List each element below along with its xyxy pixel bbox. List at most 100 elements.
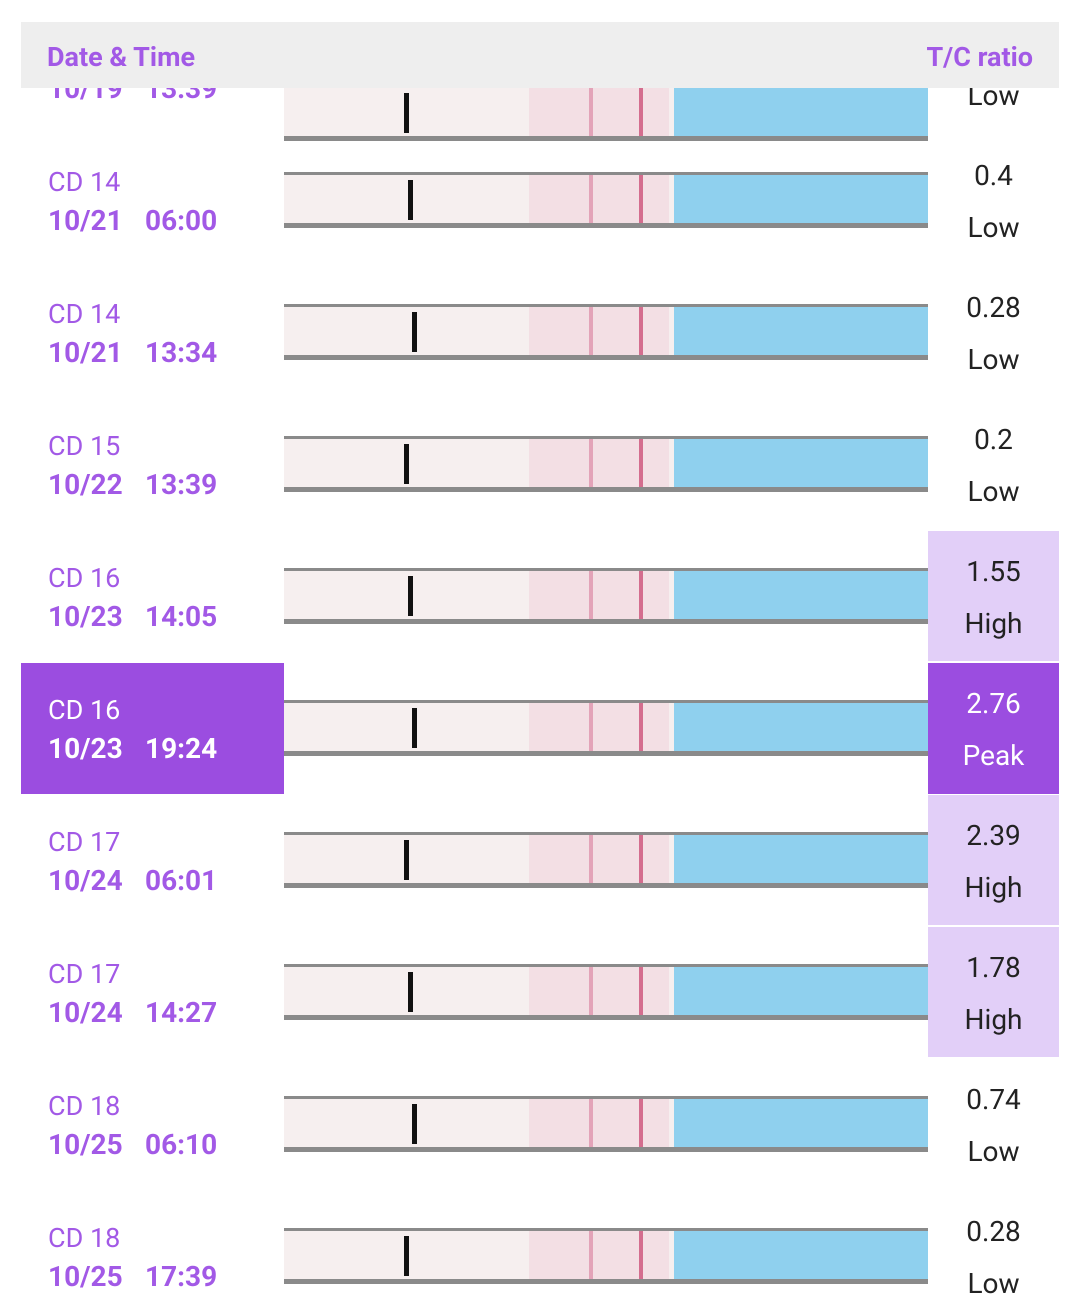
- strip-mark: [408, 576, 413, 616]
- time: 06:00: [145, 204, 218, 237]
- strip-window: [529, 88, 669, 136]
- test-strip: [284, 304, 928, 360]
- result-row[interactable]: CD 17 10/24 14:27 1.78 High: [0, 927, 1080, 1059]
- ratio-value: 0.74: [966, 1083, 1021, 1116]
- result-row[interactable]: CD 16 10/23 14:05 1.55 High: [0, 531, 1080, 663]
- cycle-day: CD 16: [48, 694, 121, 726]
- test-line: [639, 835, 643, 883]
- ratio-cell: [928, 795, 1059, 925]
- ratio-cell: [928, 663, 1059, 794]
- result-row[interactable]: CD 14 10/21 06:00 0.4 Low: [0, 135, 1080, 267]
- time: 13:34: [145, 336, 218, 369]
- control-line: [589, 835, 593, 883]
- strip-mark: [412, 312, 417, 352]
- cycle-day: CD 17: [48, 958, 121, 990]
- control-line: [589, 1099, 593, 1147]
- control-line: [589, 967, 593, 1015]
- level: High: [964, 871, 1023, 904]
- strip-mark: [404, 444, 409, 484]
- strip-label: [674, 1099, 928, 1147]
- test-strip: [284, 85, 928, 141]
- strip-window: [529, 307, 669, 355]
- time: 17:39: [145, 1260, 218, 1293]
- ratio-value: 2.76: [966, 687, 1021, 720]
- control-line: [589, 175, 593, 223]
- strip-label: [674, 307, 928, 355]
- time: 19:24: [145, 732, 218, 765]
- strip-window: [529, 175, 669, 223]
- cycle-day: CD 15: [48, 430, 121, 462]
- control-line: [589, 307, 593, 355]
- result-row[interactable]: CD 18 10/25 06:10 0.74 Low: [0, 1059, 1080, 1191]
- result-row[interactable]: CD 18 10/25 17:39 0.28 Low: [0, 1191, 1080, 1308]
- ratio-value: 1.78: [966, 951, 1021, 984]
- result-row[interactable]: CD 14 10/21 13:34 0.28 Low: [0, 267, 1080, 399]
- strip-mark: [412, 708, 417, 748]
- ratio-value: 0.28: [966, 1215, 1021, 1248]
- strip-label: [674, 703, 928, 751]
- date: 10/23: [48, 600, 123, 633]
- ratio-value: 0.2: [974, 423, 1013, 456]
- ratio-value: 0.4: [974, 159, 1013, 192]
- test-line: [639, 571, 643, 619]
- test-strip: [284, 436, 928, 492]
- strip-mark: [412, 1104, 417, 1144]
- level: Low: [967, 211, 1020, 244]
- test-line: [639, 1099, 643, 1147]
- column-title[interactable]: Date & Time: [47, 41, 196, 73]
- time: 06:10: [145, 1128, 218, 1161]
- ratio-value: 2.39: [966, 819, 1021, 852]
- level: High: [964, 607, 1023, 640]
- cycle-day: CD 18: [48, 1222, 121, 1254]
- strip-window: [529, 835, 669, 883]
- test-line: [639, 703, 643, 751]
- level: Peak: [962, 739, 1025, 772]
- ratio-cell: [928, 531, 1059, 661]
- result-row[interactable]: CD 17 10/24 06:01 2.39 High: [0, 795, 1080, 927]
- control-line: [589, 1231, 593, 1279]
- ratio-value: 1.55: [966, 555, 1021, 588]
- strip-mark: [404, 840, 409, 880]
- strip-label: [674, 439, 928, 487]
- date: 10/21: [48, 204, 123, 237]
- test-line: [639, 175, 643, 223]
- strip-label: [674, 1231, 928, 1279]
- control-line: [589, 88, 593, 136]
- ratio-value: 0.28: [966, 291, 1021, 324]
- test-strip: [284, 964, 928, 1020]
- cycle-day: CD 16: [48, 562, 121, 594]
- time: 06:01: [145, 864, 218, 897]
- test-strip: [284, 172, 928, 228]
- strip-window: [529, 1231, 669, 1279]
- strip-window: [529, 967, 669, 1015]
- level: High: [964, 1003, 1023, 1036]
- test-strip: [284, 568, 928, 624]
- date: 10/22: [48, 468, 123, 501]
- strip-window: [529, 439, 669, 487]
- strip-mark: [408, 180, 413, 220]
- result-row[interactable]: CD 15 10/22 13:39 0.2 Low: [0, 399, 1080, 531]
- time: 13:39: [145, 468, 218, 501]
- date: 10/24: [48, 996, 123, 1029]
- result-row[interactable]: 10/19 13:39 Low: [0, 3, 1080, 141]
- strip-mark: [408, 972, 413, 1012]
- time: 14:05: [145, 600, 218, 633]
- level: Low: [967, 1135, 1020, 1168]
- strip-window: [529, 1099, 669, 1147]
- cycle-day: CD 14: [48, 166, 121, 198]
- table-header: Date & Time T/C ratio: [21, 22, 1059, 88]
- date: 10/23: [48, 732, 123, 765]
- strip-label: [674, 835, 928, 883]
- test-line: [639, 307, 643, 355]
- cycle-day: CD 18: [48, 1090, 121, 1122]
- column-title[interactable]: T/C ratio: [926, 41, 1033, 73]
- strip-label: [674, 967, 928, 1015]
- test-strip: [284, 1228, 928, 1284]
- cycle-day: CD 14: [48, 298, 121, 330]
- result-row[interactable]: CD 16 10/23 19:24 2.76 Peak: [0, 663, 1080, 795]
- test-line: [639, 967, 643, 1015]
- strip-mark: [404, 1236, 409, 1276]
- level: Low: [967, 1267, 1020, 1300]
- selected-cell: [21, 663, 284, 794]
